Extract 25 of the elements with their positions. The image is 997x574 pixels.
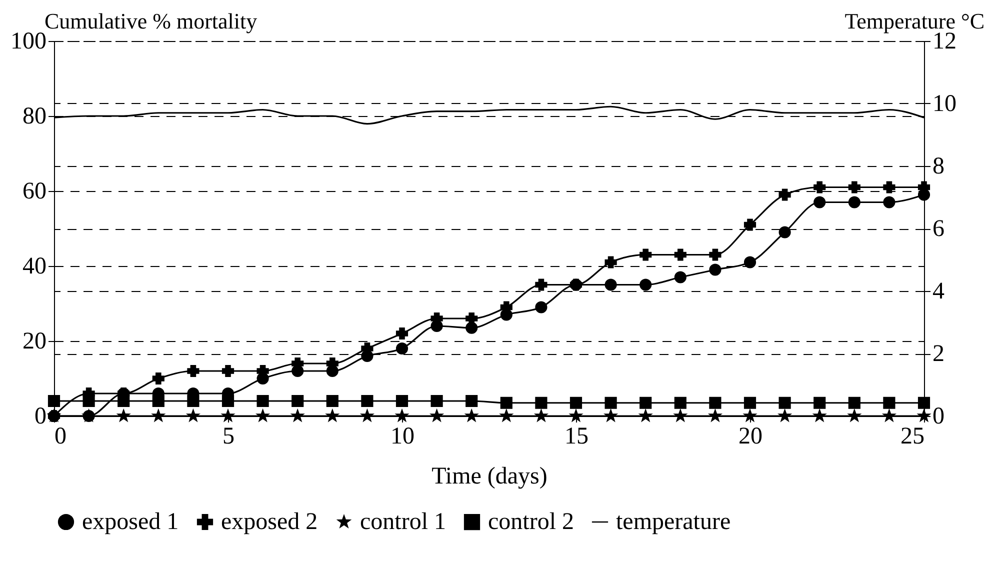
x-tick-label: 5: [222, 424, 234, 450]
x-tick-label: 0: [54, 424, 66, 450]
legend-label: exposed 1: [82, 509, 179, 535]
legend-label: temperature: [616, 509, 731, 535]
y2-tick-label: 4: [932, 278, 944, 304]
x-tick-label: 20: [738, 424, 762, 450]
x-axis-title: Time (days): [432, 464, 548, 490]
x-tick-label: 25: [900, 424, 924, 450]
y-tick-label: 20: [22, 328, 46, 354]
y2-tick-label: 6: [932, 216, 944, 242]
y-tick-label: 100: [10, 28, 46, 54]
y-tick-label: 40: [22, 254, 46, 280]
y2-tick-label: 2: [932, 341, 944, 367]
legend-label: exposed 2: [221, 509, 318, 535]
y2-tick-label: 0: [932, 404, 944, 430]
y-tick-label: 60: [22, 178, 46, 204]
y-tick-label: 0: [34, 404, 46, 430]
x-tick-label: 10: [390, 424, 414, 450]
legend-label: control 2: [488, 509, 574, 535]
x-tick-label: 15: [564, 424, 588, 450]
legend-label: control 1: [360, 509, 446, 535]
y-tick-label: 80: [22, 104, 46, 130]
y2-tick-label: 10: [932, 91, 956, 117]
y-axis-title: Cumulative % mortality: [44, 8, 258, 34]
y2-tick-label: 8: [932, 154, 944, 180]
